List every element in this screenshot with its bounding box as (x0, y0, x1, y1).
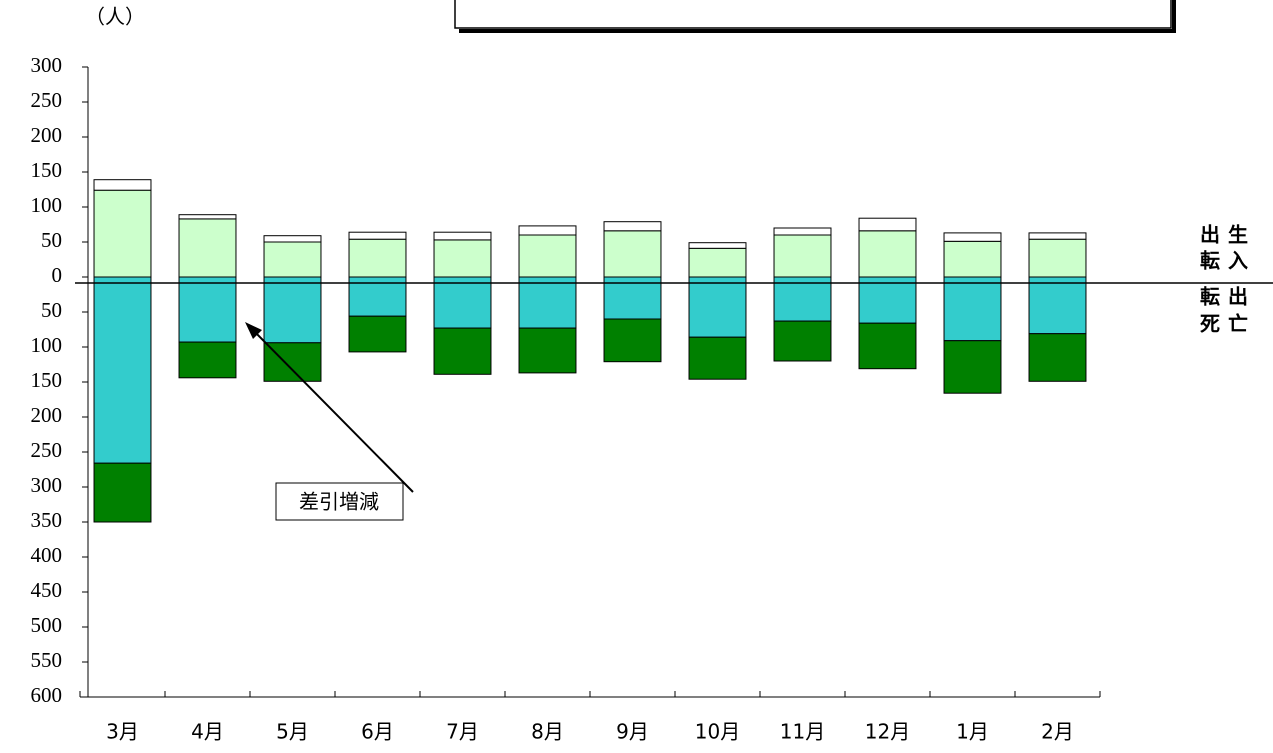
bar-segment (943, 232, 1002, 242)
y-tick-label: 100 (31, 333, 63, 357)
legend-label: 転入 (1200, 249, 1256, 273)
bar-segment (943, 276, 1002, 342)
bar-segment (773, 320, 832, 362)
annotation-arrowhead (245, 322, 262, 339)
annotation: 差引増減 (299, 490, 379, 514)
bar-segment (348, 238, 407, 278)
x-tick-label: 10月 (695, 720, 740, 744)
y-tick-label: 50 (41, 298, 62, 322)
bar-segment (93, 189, 152, 278)
bar-segment (858, 276, 917, 324)
bar-segment (688, 336, 747, 380)
y-tick-label: 450 (31, 578, 63, 602)
annotation-box (275, 482, 404, 521)
bar-segment (178, 276, 237, 343)
bar-segment (1028, 232, 1087, 240)
bar-segment (688, 247, 747, 278)
y-tick-label: 50 (41, 228, 62, 252)
bar-segment (943, 340, 1002, 394)
y-tick-label: 550 (31, 648, 63, 672)
x-tick-label: 12月 (865, 720, 910, 744)
x-tick-label: 7月 (446, 720, 479, 744)
bar-segment (688, 276, 747, 338)
bar-segment (178, 218, 237, 278)
x-tick-label: 4月 (191, 720, 224, 744)
bar-segment (93, 276, 152, 464)
y-tick-label: 200 (31, 123, 63, 147)
y-tick-label: 350 (31, 508, 63, 532)
x-tick-label: 9月 (616, 720, 649, 744)
bar-segment (433, 231, 492, 241)
bar-segment (348, 231, 407, 240)
y-tick-label: 300 (31, 53, 63, 77)
x-tick-label: 2月 (1041, 720, 1074, 744)
bar-segment (858, 322, 917, 370)
x-tick-label: 1月 (956, 720, 989, 744)
legend-label: 出生 (1200, 223, 1256, 247)
x-tick-label: 6月 (361, 720, 394, 744)
bar-segment (858, 230, 917, 278)
bar-segment (518, 276, 577, 329)
bar-segment (518, 327, 577, 374)
bar-segment (603, 276, 662, 320)
y-tick-label: 0 (52, 263, 63, 287)
bar-segment (1028, 333, 1087, 382)
bar-segment (603, 221, 662, 232)
x-tick-label: 5月 (276, 720, 309, 744)
bar-segment (518, 234, 577, 278)
legend-label: 転出 (1200, 285, 1256, 309)
bar-segment (1028, 238, 1087, 278)
y-tick-label: 150 (31, 158, 63, 182)
bar-segment (603, 230, 662, 278)
y-tick-label: 400 (31, 543, 63, 567)
bar-segment (348, 315, 407, 353)
bar-segment (263, 235, 322, 243)
y-tick-label: 300 (31, 473, 63, 497)
y-tick-label: 100 (31, 193, 63, 217)
x-tick-label: 3月 (106, 720, 139, 744)
x-tick-label: 11月 (780, 720, 825, 744)
bar-segment (943, 240, 1002, 278)
bar-segment (858, 217, 917, 232)
bar-segment (518, 225, 577, 236)
bar-segment (433, 327, 492, 375)
bar-segment (263, 241, 322, 278)
y-tick-label: 250 (31, 438, 63, 462)
bar-segment (773, 227, 832, 236)
title-box (454, 0, 1172, 29)
bar-segment (1028, 276, 1087, 335)
bar-segment (263, 276, 322, 344)
bar-segment (178, 214, 237, 220)
annotation-arrow (251, 328, 414, 493)
bar-segment (93, 462, 152, 523)
bar-segment (433, 239, 492, 278)
bar-segment (603, 318, 662, 363)
bar-segment (178, 341, 237, 379)
y-tick-label: 500 (31, 613, 63, 637)
bar-segment (773, 276, 832, 322)
bar-segment (688, 242, 747, 249)
bar-segment (773, 234, 832, 278)
bar-segment (263, 342, 322, 382)
y-tick-label: 600 (31, 683, 63, 707)
y-tick-label: 200 (31, 403, 63, 427)
bar-segment (93, 179, 152, 191)
bar-segment (433, 276, 492, 329)
x-tick-label: 8月 (531, 720, 564, 744)
y-unit-label: （人） (85, 5, 145, 29)
y-tick-label: 150 (31, 368, 63, 392)
y-tick-label: 250 (31, 88, 63, 112)
legend-label: 死亡 (1200, 312, 1256, 336)
